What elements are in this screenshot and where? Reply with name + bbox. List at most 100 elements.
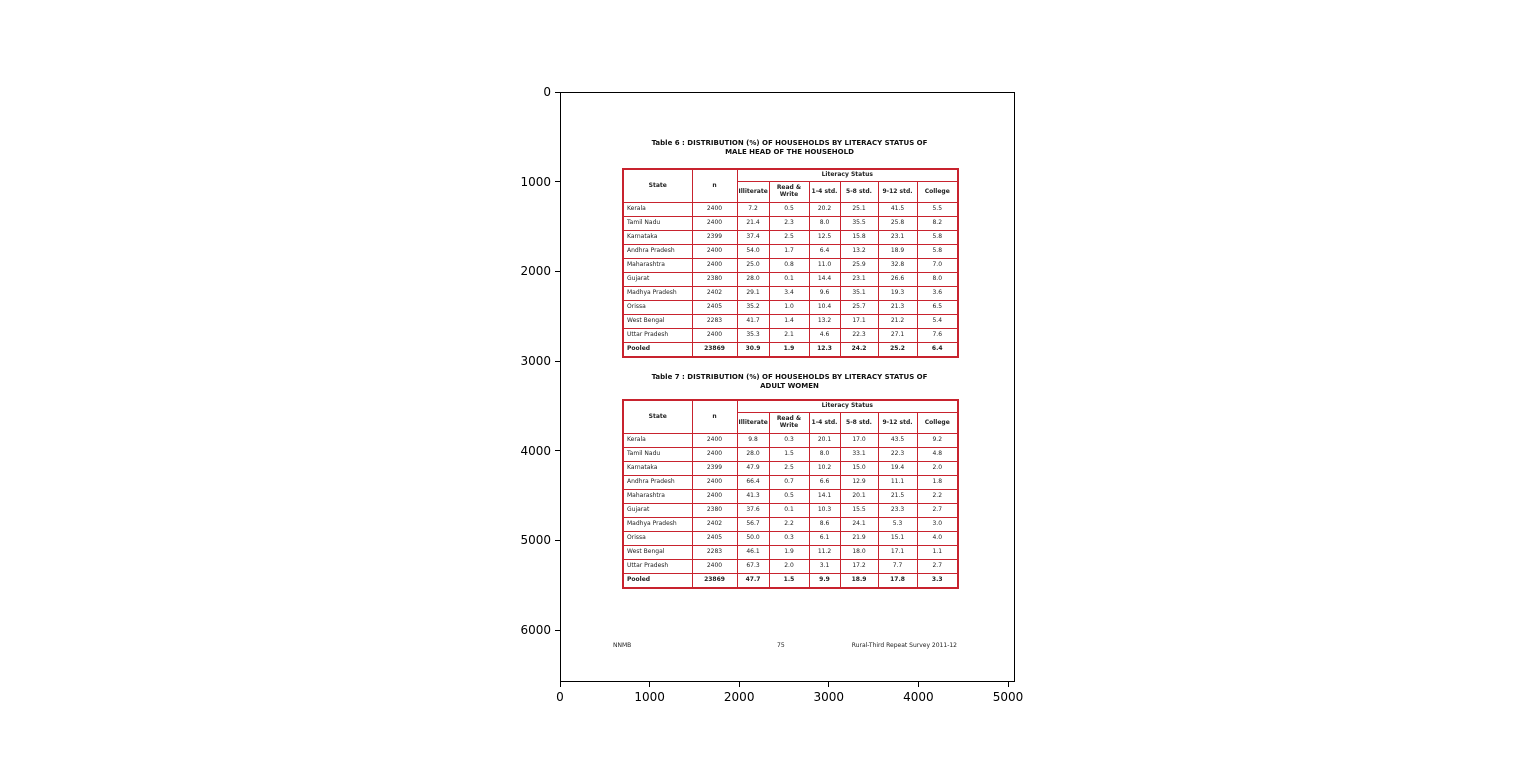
- y-axis-tick-label: 4000: [520, 443, 551, 458]
- value-cell: 1.4: [768, 314, 810, 329]
- value-cell: 4.6: [808, 328, 841, 343]
- x-axis-tick-label: 4000: [903, 690, 934, 704]
- state-cell: Orissa: [622, 300, 693, 315]
- value-cell: 3.3: [916, 573, 959, 589]
- value-cell: 9.6: [808, 286, 841, 301]
- value-cell: 2.2: [768, 517, 810, 532]
- value-cell: 15.0: [839, 461, 879, 476]
- state-cell: Kerala: [622, 433, 693, 448]
- value-cell: 6.6: [808, 475, 841, 490]
- value-cell: 2400: [691, 559, 738, 574]
- value-cell: 2400: [691, 433, 738, 448]
- value-cell: 12.9: [839, 475, 879, 490]
- plot-area: Table 6 : DISTRIBUTION (%) OF HOUSEHOLDS…: [560, 92, 1015, 682]
- table-row: Andhra Pradesh 2400 54.0 1.7 6.4 13.2 18.9 5.8: [622, 244, 959, 259]
- value-cell: 0.3: [768, 433, 810, 448]
- state-cell: Karnataka: [622, 461, 693, 476]
- value-cell: 35.2: [736, 300, 770, 315]
- state-cell: West Bengal: [622, 314, 693, 329]
- value-cell: 2380: [691, 272, 738, 287]
- value-cell: 41.3: [736, 489, 770, 504]
- value-cell: 0.5: [768, 202, 810, 217]
- state-cell: Andhra Pradesh: [622, 244, 693, 259]
- value-cell: 2400: [691, 244, 738, 259]
- state-cell: Pooled: [622, 342, 693, 358]
- value-cell: 10.3: [808, 503, 841, 518]
- table-row: Kerala 2400 7.2 0.5 20.2 25.1 41.5 5.5: [622, 202, 959, 217]
- col-header-n: n: [691, 168, 738, 203]
- x-axis-tick-mark: [1007, 682, 1009, 687]
- value-cell: 22.3: [877, 447, 918, 462]
- table-row: Gujarat 2380 37.6 0.1 10.3 15.5 23.3 2.7: [622, 503, 959, 518]
- value-cell: 2400: [691, 447, 738, 462]
- state-cell: Tamil Nadu: [622, 216, 693, 231]
- value-cell: 11.1: [877, 475, 918, 490]
- table7-title-line1: Table 7 : DISTRIBUTION (%) OF HOUSEHOLDS…: [651, 373, 928, 381]
- value-cell: 35.1: [839, 286, 879, 301]
- value-cell: 8.0: [808, 216, 841, 231]
- value-cell: 56.7: [736, 517, 770, 532]
- table-row: Madhya Pradesh 2402 29.1 3.4 9.6 35.1 19.3 3.6: [622, 286, 959, 301]
- value-cell: 24.1: [839, 517, 879, 532]
- value-cell: 17.1: [877, 545, 918, 560]
- col-header-1-4-std: 1-4 std.: [808, 181, 841, 203]
- y-axis-tick-mark: [555, 539, 560, 541]
- value-cell: 3.0: [916, 517, 959, 532]
- value-cell: 19.4: [877, 461, 918, 476]
- value-cell: 32.8: [877, 258, 918, 273]
- y-axis-tick-mark: [555, 629, 560, 631]
- literacy-table-male-head: State n Literacy Status Illiterate Read …: [622, 168, 959, 358]
- value-cell: 2.3: [768, 216, 810, 231]
- footer-org-label: NNMB: [613, 642, 632, 649]
- table-row: Madhya Pradesh 2402 56.7 2.2 8.6 24.1 5.3 3.0: [622, 517, 959, 532]
- value-cell: 10.4: [808, 300, 841, 315]
- value-cell: 2400: [691, 216, 738, 231]
- y-axis-tick-label: 5000: [520, 533, 551, 548]
- value-cell: 11.2: [808, 545, 841, 560]
- value-cell: 46.1: [736, 545, 770, 560]
- value-cell: 13.2: [839, 244, 879, 259]
- value-cell: 20.2: [808, 202, 841, 217]
- table-row: Maharashtra 2400 41.3 0.5 14.1 20.1 21.5 2.2: [622, 489, 959, 504]
- x-axis-tick-mark: [917, 682, 919, 687]
- group-header-literacy-status: Literacy Status: [736, 168, 959, 182]
- value-cell: 1.9: [768, 545, 810, 560]
- value-cell: 6.1: [808, 531, 841, 546]
- value-cell: 35.3: [736, 328, 770, 343]
- value-cell: 47.9: [736, 461, 770, 476]
- value-cell: 17.1: [839, 314, 879, 329]
- col-header-read-write: Read & Write: [768, 412, 810, 434]
- value-cell: 2402: [691, 286, 738, 301]
- table6-title-line1: Table 6 : DISTRIBUTION (%) OF HOUSEHOLDS…: [651, 139, 928, 147]
- value-cell: 15.8: [839, 230, 879, 245]
- value-cell: 2380: [691, 503, 738, 518]
- value-cell: 22.3: [839, 328, 879, 343]
- table-row: Kerala 2400 9.8 0.3 20.1 17.0 43.5 9.2: [622, 433, 959, 448]
- table-row: Tamil Nadu 2400 28.0 1.5 8.0 33.1 22.3 4.8: [622, 447, 959, 462]
- value-cell: 2400: [691, 475, 738, 490]
- state-cell: Orissa: [622, 531, 693, 546]
- table-row: Pooled 23869 47.7 1.5 9.9 18.9 17.8 3.3: [622, 573, 959, 589]
- value-cell: 25.2: [877, 342, 918, 358]
- value-cell: 2399: [691, 461, 738, 476]
- value-cell: 41.5: [877, 202, 918, 217]
- literacy-table-adult-women: State n Literacy Status Illiterate Read …: [622, 399, 959, 589]
- value-cell: 5.5: [916, 202, 959, 217]
- state-cell: Gujarat: [622, 503, 693, 518]
- value-cell: 25.1: [839, 202, 879, 217]
- col-header-5-8-std: 5-8 std.: [839, 181, 879, 203]
- value-cell: 2.0: [768, 559, 810, 574]
- value-cell: 2.5: [768, 230, 810, 245]
- state-cell: Karnataka: [622, 230, 693, 245]
- value-cell: 1.5: [768, 447, 810, 462]
- value-cell: 8.6: [808, 517, 841, 532]
- y-axis-tick-label: 2000: [520, 264, 551, 279]
- value-cell: 24.2: [839, 342, 879, 358]
- value-cell: 12.5: [808, 230, 841, 245]
- y-axis-tick-label: 0: [543, 85, 551, 99]
- table7-title-line2: ADULT WOMEN: [760, 382, 819, 391]
- x-axis-tick-mark: [828, 682, 830, 687]
- value-cell: 2400: [691, 489, 738, 504]
- value-cell: 28.0: [736, 272, 770, 287]
- footer-page-number: 75: [777, 642, 785, 649]
